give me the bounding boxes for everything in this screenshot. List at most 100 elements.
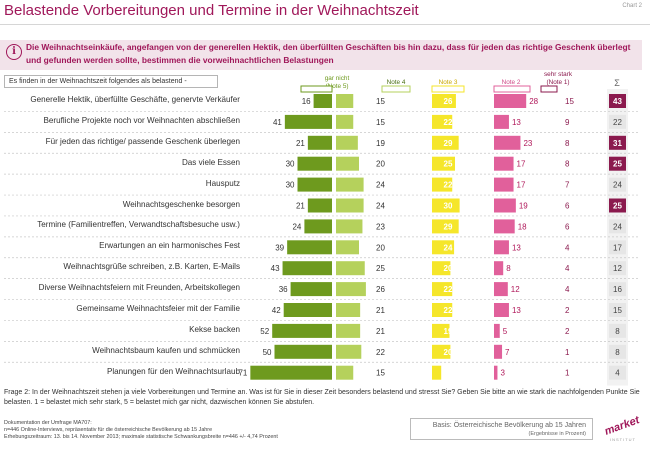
sigma-cell (609, 177, 626, 192)
value-note3: 24 (444, 243, 453, 252)
bar-note4 (336, 198, 364, 213)
value-note4: 21 (376, 306, 385, 315)
doc-period: Erhebungszeitraum: 13. bis 14. November … (4, 434, 278, 440)
bar-note5 (287, 240, 332, 255)
value-note3: 29 (444, 139, 453, 148)
value-note1: 8 (565, 160, 570, 169)
value-sigma: 15 (613, 306, 622, 315)
bar-note2 (494, 240, 509, 255)
bar-note2 (494, 365, 498, 380)
value-note1: 4 (565, 285, 570, 294)
value-note4: 20 (376, 243, 385, 252)
value-note2: 28 (529, 97, 538, 106)
category-label: Das viele Essen (181, 157, 240, 167)
value-note2: 17 (517, 181, 526, 190)
bar-note4 (336, 282, 366, 297)
sigma-cell (609, 282, 626, 297)
bar-note2 (494, 344, 503, 359)
bar-note5 (250, 365, 332, 380)
value-note4: 21 (376, 327, 385, 336)
value-note3: 29 (444, 222, 453, 231)
value-note2: 23 (523, 139, 532, 148)
bar-note5 (304, 219, 332, 234)
category-label: Für jeden das richtige/ passende Geschen… (45, 136, 240, 146)
doc-title: Dokumentation der Umfrage MA707: (4, 420, 92, 426)
bar-note5 (313, 94, 332, 108)
value-note5: 24 (292, 222, 301, 231)
category-label: Termine (Familientreffen, Verwandtschaft… (37, 220, 240, 230)
value-note2: 7 (505, 348, 510, 357)
value-note3: 26 (444, 97, 453, 106)
value-note4: 15 (376, 369, 385, 378)
value-sigma: 16 (613, 285, 622, 294)
value-note2: 12 (511, 285, 520, 294)
value-note4: 22 (376, 348, 385, 357)
bar-note5 (290, 282, 332, 297)
question-text: Frage 2: In der Weihnachtszeit stehen ja… (4, 389, 640, 406)
bar-note4 (336, 344, 362, 359)
bar-note3 (432, 219, 459, 234)
value-note2: 13 (512, 243, 521, 252)
value-sigma: 22 (613, 118, 622, 127)
header-marker-note3 (431, 85, 465, 93)
logo-subtext: INSTITUT (610, 437, 636, 442)
value-note3: 22 (444, 306, 453, 315)
bar-note4 (336, 135, 358, 150)
bar-note3 (432, 114, 453, 129)
value-note4: 19 (376, 139, 385, 148)
category-label: Generelle Hektik, überfüllte Geschäfte, … (30, 95, 240, 104)
bar-note3 (432, 365, 442, 380)
value-note1: 9 (565, 118, 570, 127)
basis-text: Basis: Österreichische Bevölkerung ab 15… (432, 422, 586, 429)
value-note3: 30 (444, 202, 453, 211)
value-note2: 13 (512, 306, 521, 315)
sigma-cell (609, 261, 626, 276)
bar-note5 (307, 135, 332, 150)
logo-text: market (603, 414, 642, 438)
category-label: Weihnachtsgrüße schreiben, z.B. Karten, … (63, 262, 240, 272)
bar-note2 (494, 282, 508, 297)
sigma-cell (609, 323, 626, 338)
value-sigma: 43 (613, 97, 622, 106)
info-box (0, 40, 642, 70)
header-sigma: Σ (614, 78, 620, 88)
market-logo: market INSTITUT (603, 412, 642, 442)
value-note1: 7 (565, 181, 570, 190)
value-note4: 25 (376, 264, 385, 273)
value-note1: 1 (565, 348, 570, 357)
value-sigma: 25 (613, 202, 622, 211)
category-label: Planungen für den Weihnachtsurlaub (106, 366, 240, 376)
basis-box: Basis: Österreichische Bevölkerung ab 15… (410, 418, 593, 440)
bar-note3 (432, 261, 451, 276)
sigma-cell (609, 114, 626, 129)
value-note1: 1 (565, 369, 570, 378)
value-note5: 21 (296, 139, 305, 148)
category-label: Gemeinsame Weihnachtsfeier mit der Famil… (76, 304, 240, 313)
bar-note3 (432, 94, 456, 108)
statement-box: Es finden in der Weihnachtszeit folgende… (4, 75, 218, 88)
bar-note2 (494, 135, 521, 150)
value-note4: 23 (376, 222, 385, 231)
bar-note3 (432, 344, 451, 359)
bar-note3 (432, 198, 460, 213)
value-note1: 2 (565, 306, 570, 315)
value-note4: 15 (376, 118, 385, 127)
value-note1: 6 (565, 202, 570, 211)
bar-note4 (336, 94, 354, 108)
category-label: Kekse backen (189, 324, 240, 334)
bar-note3 (432, 177, 453, 192)
header-note2: Note 2 (501, 79, 521, 86)
value-note3: 22 (444, 181, 453, 190)
value-note1: 4 (565, 243, 570, 252)
value-note3: 25 (444, 160, 453, 169)
value-note2: 8 (506, 264, 511, 273)
sigma-cell (609, 198, 626, 213)
bar-note2 (494, 114, 509, 129)
bar-note2 (494, 323, 500, 338)
bar-note2 (494, 303, 509, 317)
value-note5: 21 (296, 202, 305, 211)
bar-note4 (336, 114, 354, 129)
value-note2: 17 (517, 160, 526, 169)
value-note4: 20 (376, 160, 385, 169)
value-note5: 30 (286, 181, 295, 190)
